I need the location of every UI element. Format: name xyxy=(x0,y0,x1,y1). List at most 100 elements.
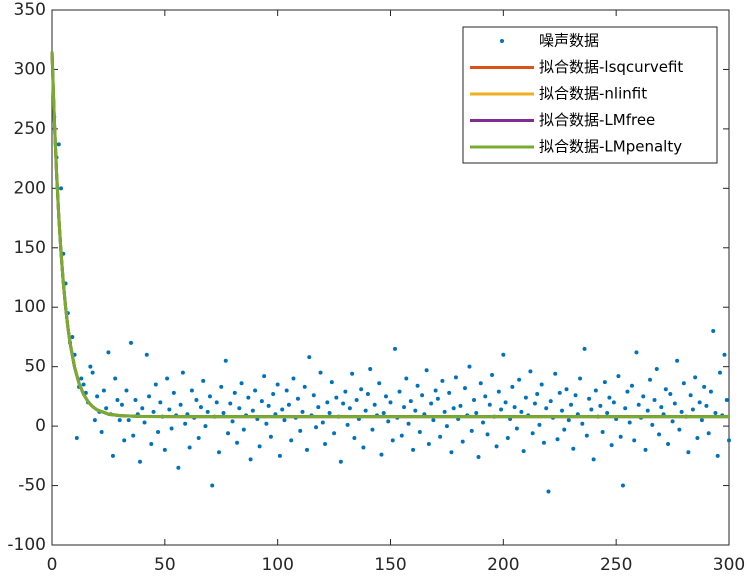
data-point xyxy=(165,376,170,381)
data-point xyxy=(370,427,375,432)
data-point xyxy=(449,450,454,455)
legend-label: 拟合数据-lsqcurvefit xyxy=(539,58,683,76)
data-point xyxy=(365,392,370,397)
data-point xyxy=(578,376,583,381)
data-point xyxy=(250,408,255,413)
data-point xyxy=(713,411,718,416)
data-point xyxy=(271,392,276,397)
data-point xyxy=(499,407,504,412)
data-point xyxy=(708,389,713,394)
data-point xyxy=(699,418,704,423)
data-point xyxy=(167,407,172,412)
data-point xyxy=(106,350,111,355)
data-point xyxy=(74,436,79,440)
data-point xyxy=(618,434,623,439)
data-point xyxy=(609,443,614,448)
data-point xyxy=(717,370,722,375)
data-point xyxy=(589,407,594,412)
data-point xyxy=(178,402,183,407)
data-point xyxy=(149,441,154,446)
data-point xyxy=(690,407,695,412)
data-point xyxy=(119,402,124,407)
data-point xyxy=(560,408,565,413)
data-point xyxy=(654,367,659,372)
data-point xyxy=(113,376,118,381)
data-point xyxy=(332,431,337,436)
data-point xyxy=(476,455,481,460)
data-point xyxy=(417,430,422,435)
data-point xyxy=(253,388,258,393)
data-point xyxy=(611,400,616,405)
data-point xyxy=(451,406,456,411)
data-point xyxy=(158,400,163,405)
data-point xyxy=(546,489,551,494)
data-point xyxy=(697,400,702,405)
data-point xyxy=(555,437,560,442)
data-point xyxy=(345,422,350,427)
data-point xyxy=(379,452,384,457)
data-point xyxy=(235,440,240,445)
x-tick-label: 300 xyxy=(713,555,745,575)
data-point xyxy=(505,436,510,440)
data-point xyxy=(334,395,339,400)
data-point xyxy=(171,390,176,395)
data-point xyxy=(600,430,605,435)
data-point xyxy=(478,381,483,386)
data-point xyxy=(90,370,95,375)
data-point xyxy=(693,375,698,380)
data-point xyxy=(316,405,321,410)
data-point xyxy=(307,355,312,360)
data-point xyxy=(587,396,592,401)
y-tick-label: 350 xyxy=(14,0,46,20)
data-point xyxy=(248,457,253,462)
data-point xyxy=(447,390,452,395)
data-point xyxy=(553,371,558,376)
data-point xyxy=(268,434,273,439)
data-point xyxy=(462,386,467,391)
data-point xyxy=(569,402,574,407)
data-point xyxy=(593,388,598,393)
data-point xyxy=(151,409,156,414)
data-point xyxy=(471,397,476,402)
data-point xyxy=(645,408,650,413)
data-point xyxy=(169,426,174,431)
data-point xyxy=(413,408,418,413)
data-point xyxy=(81,382,86,387)
y-tick-label: 250 xyxy=(14,119,46,139)
data-point xyxy=(453,375,458,380)
data-point xyxy=(582,346,587,351)
data-point xyxy=(487,402,492,407)
data-point xyxy=(706,431,711,436)
data-point xyxy=(573,393,578,398)
data-point xyxy=(460,439,465,444)
data-point xyxy=(232,390,237,395)
data-point xyxy=(634,350,639,355)
data-point xyxy=(347,406,352,411)
data-point xyxy=(483,394,488,399)
data-point xyxy=(230,419,235,424)
data-point xyxy=(566,418,571,423)
data-point xyxy=(431,418,436,423)
data-point xyxy=(183,421,188,426)
data-point xyxy=(571,446,576,451)
data-point xyxy=(262,374,267,379)
data-point xyxy=(433,388,438,393)
data-point xyxy=(474,411,479,416)
data-point xyxy=(702,384,707,389)
data-point xyxy=(469,428,474,433)
data-point xyxy=(605,411,610,416)
data-point xyxy=(210,483,215,488)
data-point xyxy=(429,401,434,406)
data-point xyxy=(110,453,115,458)
data-point xyxy=(514,426,519,431)
data-point xyxy=(320,420,325,425)
data-point xyxy=(510,384,515,389)
data-point xyxy=(607,395,612,400)
y-tick-label: -50 xyxy=(18,476,46,496)
data-point xyxy=(275,382,280,387)
data-point xyxy=(672,401,677,406)
data-point xyxy=(189,388,194,393)
data-point xyxy=(503,400,508,405)
